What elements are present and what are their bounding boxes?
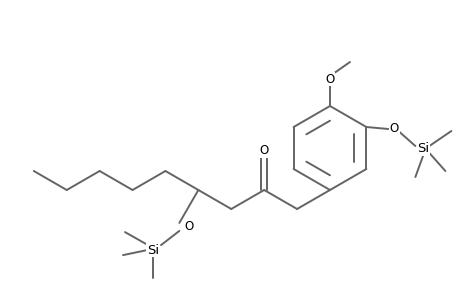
Text: O: O	[389, 122, 398, 136]
Text: Si: Si	[416, 142, 429, 155]
Text: O: O	[184, 220, 193, 233]
Text: Si: Si	[147, 244, 159, 256]
Text: O: O	[325, 73, 334, 85]
Text: O: O	[259, 144, 268, 157]
